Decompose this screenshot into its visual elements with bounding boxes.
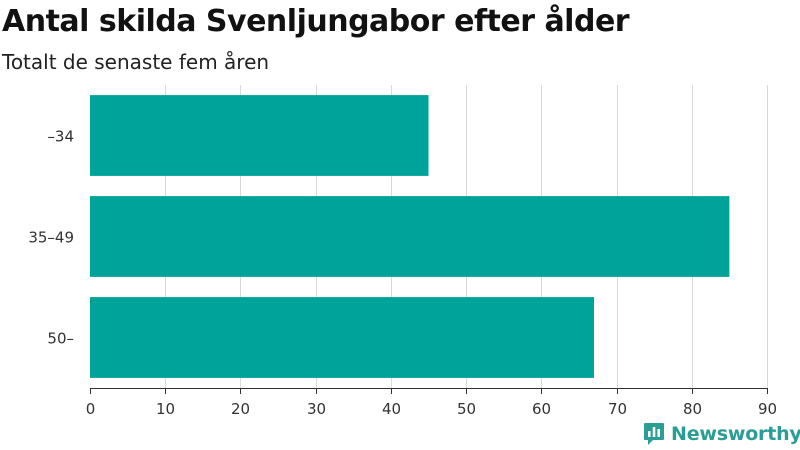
x-tick-label: 10 [156,400,175,418]
newsworthy-brand: Newsworthy [643,420,800,448]
category-label: 35–49 [28,229,74,247]
x-tick-label: 0 [86,400,96,418]
x-axis: 0 10 20 30 40 50 60 70 80 90 [86,388,777,418]
x-tick-label: 60 [532,400,551,418]
x-tick-label: 20 [231,400,250,418]
bars [90,95,730,378]
x-tick-label: 80 [683,400,702,418]
category-label: –34 [47,128,74,146]
x-tick-label: 70 [608,400,627,418]
bar [90,196,730,277]
bar [90,297,594,378]
newsworthy-logo-icon [644,423,664,445]
x-tick-label: 50 [457,400,476,418]
x-tick-label: 40 [382,400,401,418]
bar [90,95,429,176]
category-labels: –34 35–49 50– [28,128,74,348]
x-tick-label: 90 [758,400,777,418]
chart-title: Antal skilda Svenljungabor efter ålder [2,4,630,39]
x-tick-label: 30 [307,400,326,418]
category-label: 50– [47,330,74,348]
chart-subtitle: Totalt de senaste fem åren [2,50,270,74]
brand-name: Newsworthy [671,423,800,445]
